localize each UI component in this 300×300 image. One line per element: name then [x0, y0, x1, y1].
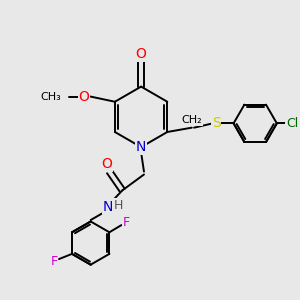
Text: O: O	[136, 47, 146, 61]
Text: F: F	[50, 255, 58, 268]
Text: S: S	[212, 116, 221, 130]
Text: CH₃: CH₃	[41, 92, 62, 101]
Text: N: N	[136, 140, 146, 154]
Text: CH₂: CH₂	[182, 115, 202, 125]
Text: F: F	[122, 216, 130, 229]
Text: O: O	[79, 89, 89, 103]
Text: N: N	[103, 200, 113, 214]
Text: O: O	[101, 157, 112, 171]
Text: Cl: Cl	[286, 117, 298, 130]
Text: H: H	[113, 199, 123, 212]
